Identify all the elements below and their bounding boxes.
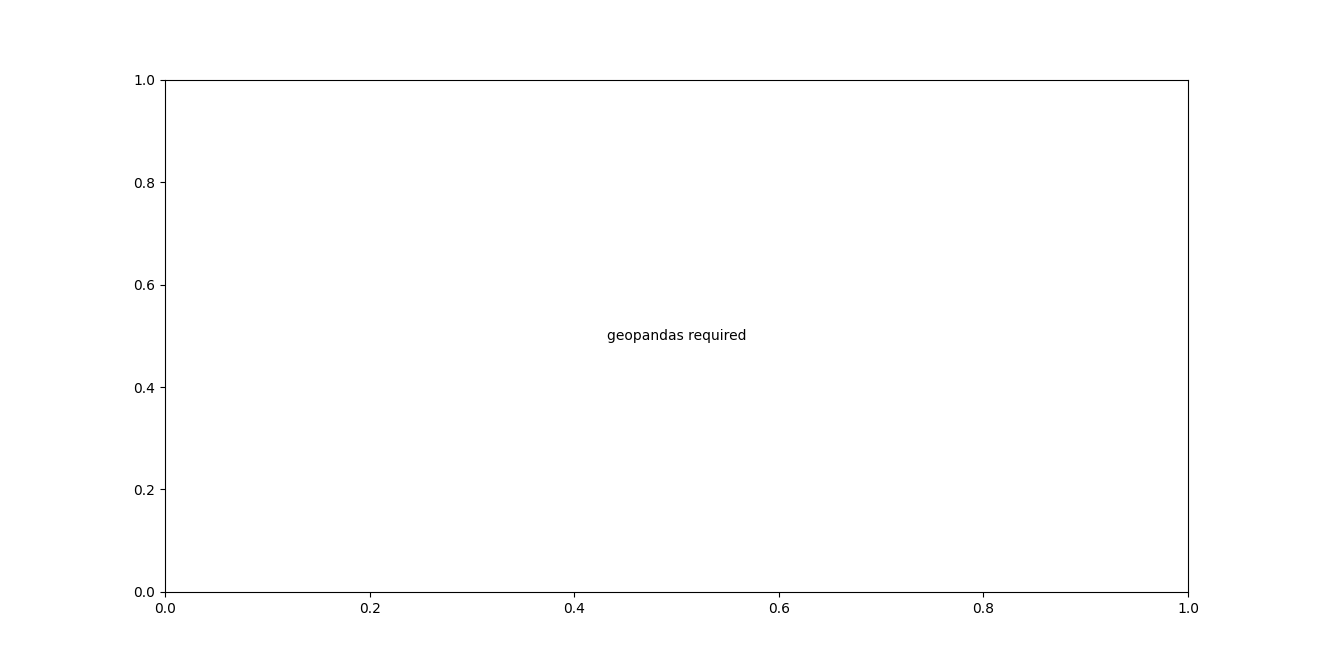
Text: geopandas required: geopandas required xyxy=(607,329,746,343)
